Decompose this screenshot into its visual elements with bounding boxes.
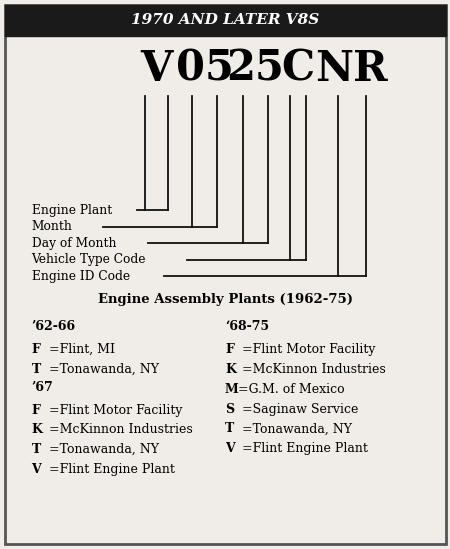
Text: V: V: [225, 442, 235, 455]
Text: =Saginaw Service: =Saginaw Service: [238, 402, 359, 416]
Text: V: V: [32, 463, 41, 476]
Text: K: K: [225, 363, 236, 376]
Text: F: F: [225, 343, 234, 356]
Text: V: V: [140, 48, 173, 89]
Text: =Flint Engine Plant: =Flint Engine Plant: [45, 463, 175, 476]
Text: S: S: [225, 402, 234, 416]
Text: Engine ID Code: Engine ID Code: [32, 270, 130, 283]
Text: Day of Month: Day of Month: [32, 237, 116, 250]
Text: T: T: [32, 443, 41, 456]
Text: =Flint Motor Facility: =Flint Motor Facility: [45, 404, 183, 417]
Text: =Tonawanda, NY: =Tonawanda, NY: [45, 443, 159, 456]
Text: F: F: [32, 343, 40, 356]
Text: ’67: ’67: [32, 380, 53, 394]
Text: ‘68-75: ‘68-75: [225, 320, 269, 333]
Text: Engine Plant: Engine Plant: [32, 204, 112, 217]
Text: C: C: [281, 48, 315, 89]
Text: =Tonawanda, NY: =Tonawanda, NY: [45, 363, 159, 376]
Text: K: K: [32, 423, 42, 436]
Text: Vehicle Type Code: Vehicle Type Code: [32, 253, 146, 266]
Text: =Flint Engine Plant: =Flint Engine Plant: [238, 442, 369, 455]
Text: =G.M. of Mexico: =G.M. of Mexico: [238, 383, 345, 396]
Bar: [4, 5, 446, 36]
Text: =McKinnon Industries: =McKinnon Industries: [45, 423, 193, 436]
Text: 25: 25: [226, 48, 284, 89]
Text: ’62-66: ’62-66: [32, 320, 76, 333]
Text: =Tonawanda, NY: =Tonawanda, NY: [238, 422, 352, 435]
Text: T: T: [225, 422, 234, 435]
Text: =Flint Motor Facility: =Flint Motor Facility: [238, 343, 376, 356]
Text: =Flint, MI: =Flint, MI: [45, 343, 115, 356]
Text: F: F: [32, 404, 40, 417]
Text: Engine Assembly Plants (1962-75): Engine Assembly Plants (1962-75): [98, 293, 352, 306]
Text: Month: Month: [32, 220, 72, 233]
Text: 1970 AND LATER V8S: 1970 AND LATER V8S: [131, 13, 319, 27]
Text: =McKinnon Industries: =McKinnon Industries: [238, 363, 386, 376]
Text: 05: 05: [176, 48, 234, 89]
Text: NR: NR: [315, 48, 388, 89]
Text: T: T: [32, 363, 41, 376]
Text: M: M: [225, 383, 239, 396]
